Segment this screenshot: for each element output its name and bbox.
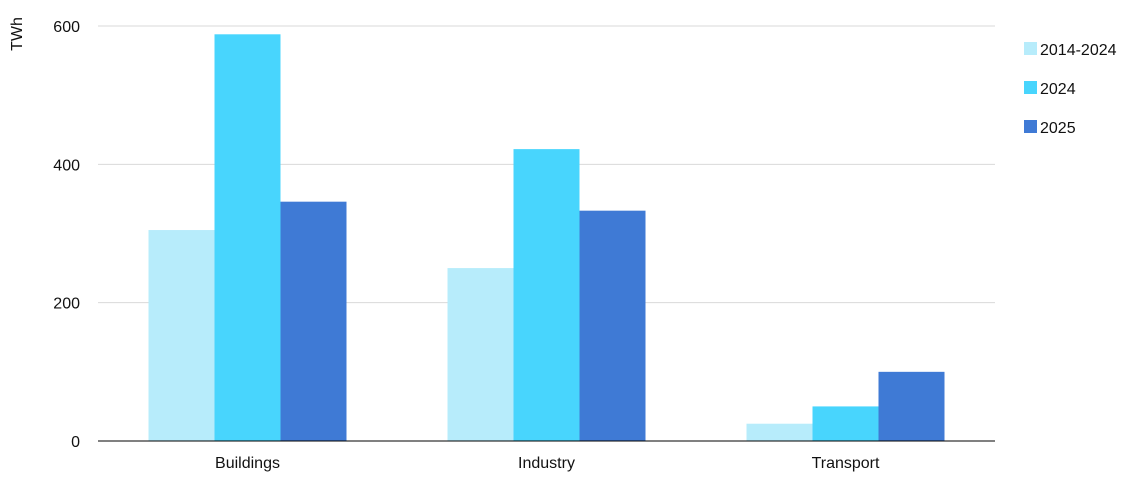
bar-buildings-2025 [280,201,347,441]
y-axis-label: TWh [9,17,26,51]
bar-buildings-2014-2024 [148,230,215,441]
bar-transport-2014-2024 [746,423,813,441]
bar-transport-2024 [812,406,879,441]
legend-label: 2024 [1040,81,1076,98]
bar-transport-2025 [878,371,945,441]
bar-industry-2025 [579,210,646,441]
x-tick-label: Transport [812,455,880,472]
y-tick-label: 0 [71,434,80,451]
legend-swatch [1024,81,1037,94]
x-tick-label: Industry [518,455,575,472]
legend-swatch [1024,120,1037,133]
bars [148,34,945,442]
axes: 0 200 400 600 Buildings Industry Transport [53,19,995,472]
legend: 2014-2024 2024 2025 [1024,42,1117,137]
legend-label: 2014-2024 [1040,42,1117,59]
legend-swatch [1024,42,1037,55]
x-tick-label: Buildings [215,455,280,472]
y-tick-label: 600 [53,19,80,36]
y-tick-label: 200 [53,296,80,313]
y-tick-label: 400 [53,157,80,174]
bar-industry-2024 [513,149,580,441]
bar-buildings-2024 [214,34,281,442]
legend-label: 2025 [1040,120,1076,137]
bar-industry-2014-2024 [447,268,514,441]
